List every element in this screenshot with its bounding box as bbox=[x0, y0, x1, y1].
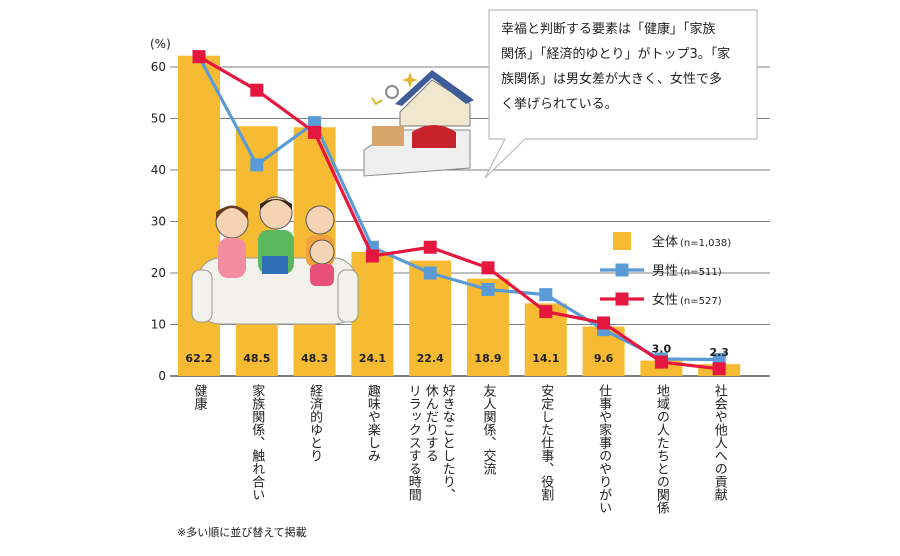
y-axis: 0 10 20 30 40 50 60 (%) bbox=[150, 37, 171, 383]
category-label-line: 友人関係、交流 bbox=[481, 383, 497, 475]
legend-n: (n=527) bbox=[680, 296, 722, 307]
category-label-line: 安定した仕事、役割 bbox=[538, 384, 554, 501]
bar-value-label: 62.2 bbox=[185, 352, 212, 365]
female-point bbox=[423, 240, 437, 254]
y-tick-label: 40 bbox=[151, 163, 166, 177]
female-point bbox=[192, 50, 206, 64]
bar-value-label: 3.0 bbox=[652, 343, 672, 356]
category-label: 安定した仕事、役割 bbox=[538, 384, 554, 501]
callout-line: く挙げられている。 bbox=[501, 97, 618, 112]
female-point bbox=[308, 125, 322, 139]
category-label-line: 社会や他人への貢献 bbox=[712, 383, 728, 502]
male-point bbox=[481, 282, 495, 296]
category-label-line: 経済的ゆとり bbox=[307, 384, 323, 462]
category-label: 健康 bbox=[192, 384, 208, 410]
y-tick-label: 0 bbox=[158, 369, 166, 383]
legend-n: (n=1,038) bbox=[680, 238, 731, 249]
legend-swatch-all bbox=[613, 232, 631, 250]
legend-marker bbox=[615, 292, 629, 306]
legend-label: 全体 bbox=[652, 234, 678, 250]
bar-value-label: 18.9 bbox=[474, 352, 501, 365]
y-axis-label: (%) bbox=[150, 37, 171, 51]
bar-value-label: 9.6 bbox=[594, 352, 614, 365]
female-point bbox=[654, 355, 668, 369]
category-label: 仕事や家事のやりがい bbox=[596, 384, 612, 514]
category-label-line: 好きなことしたり、 bbox=[440, 384, 456, 501]
bar-value-label: 48.3 bbox=[301, 352, 328, 365]
female-point bbox=[539, 305, 553, 319]
category-label: 家族関係、触れ合い bbox=[249, 383, 265, 501]
y-tick-label: 30 bbox=[151, 215, 166, 229]
category-label-line: 健康 bbox=[192, 384, 208, 410]
family-illustration bbox=[191, 196, 359, 325]
female-line bbox=[198, 55, 720, 371]
legend-label: 女性 bbox=[652, 292, 678, 308]
footnote: ※多い順に並び替えて掲載 bbox=[177, 525, 307, 539]
female-point bbox=[481, 261, 495, 275]
callout-line: 族関係」は男女差が大きく、女性で多 bbox=[501, 71, 722, 87]
legend: 全体 (n=1,038) 男性 (n=511) 女性 (n=527) bbox=[600, 232, 731, 308]
category-label-line: 仕事や家事のやりがい bbox=[596, 384, 612, 514]
callout-line: 幸福と判断する要素は「健康」「家族 bbox=[501, 21, 716, 37]
y-tick-label: 50 bbox=[151, 112, 166, 126]
bar-value-labels: 62.2 48.5 48.3 24.1 22.4 18.9 14.1 9.6 3.0 2.3 bbox=[185, 343, 729, 365]
bar-value-label: 48.5 bbox=[243, 352, 270, 365]
female-point bbox=[712, 362, 726, 376]
female-point bbox=[365, 249, 379, 263]
category-label-line: 休んだりする bbox=[423, 384, 439, 462]
male-point bbox=[250, 158, 264, 172]
y-tick-label: 10 bbox=[151, 318, 166, 332]
y-tick-label: 60 bbox=[151, 60, 166, 74]
bar-value-label: 22.4 bbox=[417, 352, 444, 365]
category-label-line: リラックスする時間 bbox=[406, 384, 422, 502]
category-label: 趣味や楽しみ bbox=[365, 384, 381, 462]
bar-value-label: 2.3 bbox=[709, 346, 729, 359]
category-label: 友人関係、交流 bbox=[481, 383, 497, 475]
callout-box: 幸福と判断する要素は「健康」「家族関係」「経済的ゆとり」がトップ3。「家族関係」… bbox=[484, 9, 758, 179]
male-point bbox=[423, 266, 437, 280]
bar-value-label: 24.1 bbox=[359, 352, 386, 365]
legend-marker bbox=[615, 263, 629, 277]
bar bbox=[409, 260, 452, 376]
bar bbox=[178, 55, 220, 377]
house-illustration bbox=[363, 70, 474, 177]
category-label-line: 趣味や楽しみ bbox=[365, 384, 381, 462]
category-label-line: 地域の人たちとの関係 bbox=[654, 384, 670, 514]
male-point bbox=[539, 288, 553, 302]
category-label: 地域の人たちとの関係 bbox=[654, 384, 670, 514]
category-label: 経済的ゆとり bbox=[307, 384, 323, 462]
y-tick-label: 20 bbox=[151, 266, 166, 280]
legend-n: (n=511) bbox=[680, 267, 722, 278]
female-point bbox=[597, 316, 611, 330]
female-point bbox=[250, 83, 264, 97]
callout-line: 関係」「経済的ゆとり」がトップ3。「家 bbox=[501, 46, 730, 62]
category-label: 社会や他人への貢献 bbox=[712, 383, 728, 502]
x-axis-categories: 健康 家族関係、触れ合い 経済的ゆとり 趣味や楽しみ 好きなことしたり、休んだりするリラ… bbox=[192, 383, 728, 514]
legend-label: 男性 bbox=[652, 264, 678, 279]
bar-value-label: 14.1 bbox=[532, 352, 559, 365]
category-label-line: 家族関係、触れ合い bbox=[249, 383, 265, 501]
line-series bbox=[192, 50, 726, 376]
callout-text: 幸福と判断する要素は「健康」「家族関係」「経済的ゆとり」がトップ3。「家族関係」… bbox=[501, 21, 730, 112]
male-point bbox=[308, 116, 322, 130]
